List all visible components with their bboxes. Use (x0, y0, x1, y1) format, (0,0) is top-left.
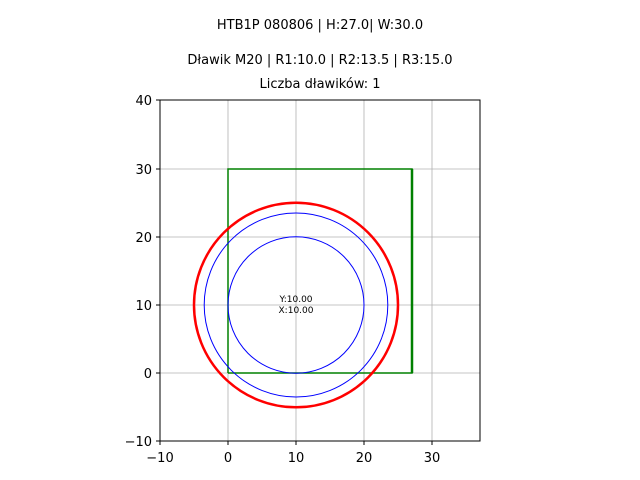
chart-title-line1: HTB1P 080806 | H:27.0| W:30.0 (216, 18, 424, 33)
ytick-label: 30 (135, 163, 152, 178)
circle-r1 (227, 236, 365, 374)
grid (160, 100, 480, 441)
xtick-label: 30 (424, 451, 441, 466)
axes-frame (159, 99, 481, 442)
xtick-label: −10 (146, 451, 173, 466)
circle-r3 (192, 201, 400, 409)
ytick-label: −10 (125, 435, 152, 450)
box-outline (227, 168, 413, 374)
chart-title-line2: Dławik M20 | R1:10.0 | R2:13.5 | R3:15.0 (187, 53, 453, 68)
xtick-label: 20 (356, 451, 373, 466)
circle-r2 (203, 212, 389, 398)
ytick-label: 20 (135, 231, 152, 246)
xtick-label: 0 (224, 451, 232, 466)
chart-title-line3: Liczba dławików: 1 (259, 77, 381, 92)
ytick-label: 0 (144, 367, 152, 382)
annotation-y: Y:10.00 (278, 295, 312, 305)
xtick-label: 10 (288, 451, 305, 466)
ytick-label: 40 (135, 94, 152, 109)
annotation-x: X:10.00 (279, 306, 314, 316)
ytick-label: 10 (135, 299, 152, 314)
